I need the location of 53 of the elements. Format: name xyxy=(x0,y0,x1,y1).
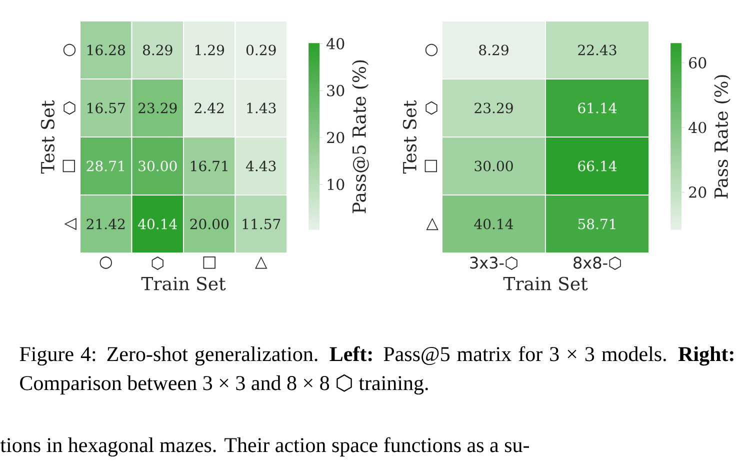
data-label: 1.29 xyxy=(196,44,224,56)
color-bar-label: 30 xyxy=(327,84,344,96)
data-label: 0.29 xyxy=(246,44,276,56)
x-axis-title: Train Set xyxy=(141,276,226,290)
data-label: 66.14 xyxy=(578,160,617,172)
text: Figure 4: Zero-shot generalization. Left: Pass@5 matrix for 3 × 3 models. Right: Comparison between 3 × 3 and 8 × 8 ⬡ training. xyxy=(20,346,734,395)
y-tick-label: ⬡ xyxy=(64,101,76,115)
data-label: 40.14 xyxy=(138,218,177,230)
data-label: 23.29 xyxy=(138,102,177,114)
data-label: 23.29 xyxy=(474,102,513,114)
data-label: 21.42 xyxy=(86,218,125,230)
data-label: 2.42 xyxy=(194,102,224,114)
x-tick-label: ⬡ xyxy=(152,256,164,270)
data-label: 40.14 xyxy=(474,218,514,230)
x-tick-label: 3x3-⬡ xyxy=(470,256,518,270)
data-label: 8.29 xyxy=(479,44,508,56)
data-label: 4.43 xyxy=(246,160,276,172)
color-bar-label: 10 xyxy=(328,178,344,190)
data-label: 8.29 xyxy=(142,44,172,56)
x-axis-title: Train Set xyxy=(503,276,588,290)
y-tick-label: □ xyxy=(62,160,76,172)
data-label: 30.00 xyxy=(474,160,513,172)
data-label: 16.57 xyxy=(88,102,125,114)
data-label: 16.28 xyxy=(88,44,125,56)
data-label: 16.71 xyxy=(191,160,228,172)
color-bar-label: 60 xyxy=(689,57,706,69)
data-label: 58.71 xyxy=(578,218,616,230)
y-tick-label: ◁ xyxy=(64,218,76,230)
data-label: 20.00 xyxy=(190,218,228,230)
color-bar-title: Pass Rate (%) xyxy=(714,75,731,198)
data-label: 28.71 xyxy=(86,160,124,172)
data-label: 30.00 xyxy=(138,160,177,172)
y-tick-label: ○ xyxy=(425,44,438,56)
x-tick-label: 8x8-⬡ xyxy=(574,256,621,270)
x-tick-label: ○ xyxy=(100,256,112,269)
color-bar-label: 40 xyxy=(326,38,344,50)
y-tick-label: △ xyxy=(426,218,438,230)
x-tick-label: △ xyxy=(255,256,268,269)
data-label: 1.43 xyxy=(247,102,276,114)
data-label: 11.57 xyxy=(242,218,280,230)
y-tick-label: ⬡ xyxy=(426,101,438,115)
color-bar-label: 20 xyxy=(327,132,344,144)
y-axis-title: Test Set xyxy=(402,100,416,174)
y-tick-label: ○ xyxy=(63,44,76,56)
color-bar-label: 40 xyxy=(688,122,706,134)
y-axis-title: Test Set xyxy=(40,100,54,174)
x-tick-label: □ xyxy=(203,256,216,269)
color-bar-title: Pass@5 Rate (%) xyxy=(352,60,369,214)
y-tick-label: □ xyxy=(424,160,438,172)
text: tions in hexagonal mazes. Their action space functions as a su- xyxy=(0,437,530,457)
data-label: 22.43 xyxy=(578,44,616,56)
data-label: 61.14 xyxy=(578,102,617,114)
color-bar-label: 20 xyxy=(689,186,706,198)
